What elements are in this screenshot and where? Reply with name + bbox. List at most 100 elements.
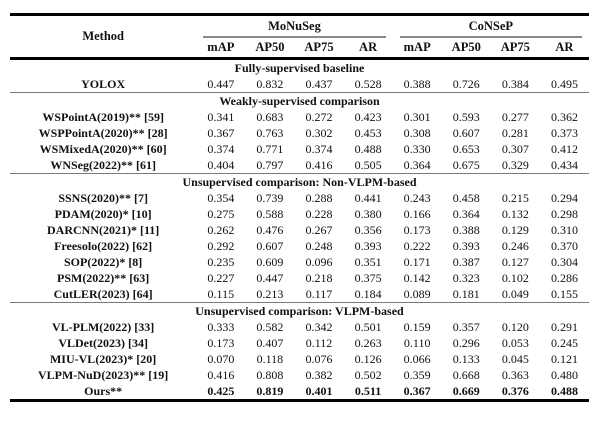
value-cell: 0.376 (501, 384, 529, 398)
value-cell: 0.412 (550, 142, 578, 156)
value-cell: 0.184 (354, 287, 382, 301)
value-cell: 0.593 (452, 110, 480, 124)
value-cell: 0.117 (305, 287, 333, 301)
value-cell: 0.235 (207, 255, 235, 269)
table-row: WSMixedA(2020)** [60] 0.374 0.771 0.374 0.48… (10, 141, 589, 157)
method-cell: SOP(2022)* [8] (63, 255, 143, 269)
value-cell: 0.181 (452, 287, 480, 301)
table-row: VLPM-NuD(2023)** [19] 0.416 0.808 0.382 0.50… (10, 367, 589, 383)
method-cell: DARCNN(2021)* [11] (46, 223, 160, 237)
value-cell: 0.089 (403, 287, 431, 301)
value-cell: 0.488 (550, 384, 578, 398)
metric-header-monuseg-map: mAP (196, 37, 246, 60)
value-cell: 0.142 (403, 271, 431, 285)
value-cell: 0.669 (452, 384, 480, 398)
value-cell: 0.262 (207, 223, 235, 237)
value-cell: 0.166 (403, 207, 431, 221)
value-cell: 0.173 (207, 336, 235, 350)
value-cell: 0.118 (256, 352, 284, 366)
value-cell: 0.374 (207, 142, 235, 156)
value-cell: 0.281 (501, 126, 529, 140)
value-cell: 0.298 (550, 207, 578, 221)
value-cell: 0.292 (207, 239, 235, 253)
value-cell: 0.304 (550, 255, 578, 269)
value-cell: 0.120 (501, 320, 529, 334)
table-row: Freesolo(2022) [62] 0.292 0.607 0.248 0.393 0… (10, 238, 589, 254)
method-cell: VLDet(2023) [34] (58, 336, 148, 350)
value-cell: 0.155 (550, 287, 578, 301)
section-header-row: Fully-supervised baseline (10, 59, 589, 77)
value-cell: 0.607 (256, 239, 284, 253)
value-cell: 0.330 (403, 142, 431, 156)
value-cell: 0.115 (207, 287, 235, 301)
value-cell: 0.307 (501, 142, 529, 156)
method-cell: WSMixedA(2020)** [60] (39, 142, 167, 156)
value-cell: 0.476 (256, 223, 284, 237)
value-cell: 0.363 (501, 368, 529, 382)
value-cell: 0.357 (452, 320, 480, 334)
value-cell: 0.342 (305, 320, 333, 334)
method-cell: VL-PLM(2022) [33] (51, 320, 155, 334)
method-cell: SSNS(2020)** [7] (58, 191, 148, 205)
table-row: SSNS(2020)** [7] 0.354 0.739 0.288 0.441 0.24… (10, 190, 589, 206)
value-cell: 0.502 (354, 368, 382, 382)
value-cell: 0.653 (452, 142, 480, 156)
table-row: DARCNN(2021)* [11] 0.262 0.476 0.267 0.356 0.… (10, 222, 589, 238)
value-cell: 0.416 (305, 158, 333, 172)
method-cell: CutLER(2023) [64] (53, 287, 153, 301)
value-cell: 0.388 (452, 223, 480, 237)
value-cell: 0.528 (354, 77, 382, 91)
value-cell: 0.302 (305, 126, 333, 140)
value-cell: 0.227 (207, 271, 235, 285)
section-header-row: Unsupervised comparison: VLPM-based (10, 302, 589, 319)
value-cell: 0.310 (550, 223, 578, 237)
value-cell: 0.341 (207, 110, 235, 124)
value-cell: 0.263 (354, 336, 382, 350)
value-cell: 0.387 (452, 255, 480, 269)
table-row: VL-PLM(2022) [33] 0.333 0.582 0.342 0.501 0.1… (10, 319, 589, 335)
value-cell: 0.609 (256, 255, 284, 269)
metric-header-consep-map: mAP (392, 37, 442, 60)
table-row: WNSeg(2022)** [61] 0.404 0.797 0.416 0.505 0.… (10, 157, 589, 174)
value-cell: 0.291 (550, 320, 578, 334)
value-cell: 0.425 (207, 384, 235, 398)
metric-header-monuseg-ar: AR (343, 37, 393, 60)
value-cell: 0.763 (256, 126, 284, 140)
value-cell: 0.388 (403, 77, 431, 91)
value-cell: 0.246 (501, 239, 529, 253)
value-cell: 0.351 (354, 255, 382, 269)
value-cell: 0.808 (256, 368, 284, 382)
value-cell: 0.171 (403, 255, 431, 269)
section-title: Unsupervised comparison: Non-VLPM-based (10, 173, 589, 190)
value-cell: 0.112 (305, 336, 333, 350)
table-row: PSM(2022)** [63] 0.227 0.447 0.218 0.375 0.14… (10, 270, 589, 286)
section-header-row: Weakly-supervised comparison (10, 92, 589, 109)
value-cell: 0.359 (403, 368, 431, 382)
value-cell: 0.215 (501, 191, 529, 205)
value-cell: 0.127 (501, 255, 529, 269)
value-cell: 0.373 (550, 126, 578, 140)
section-title: Unsupervised comparison: VLPM-based (10, 302, 589, 319)
value-cell: 0.380 (354, 207, 382, 221)
value-cell: 0.488 (354, 142, 382, 156)
table-body: Fully-supervised baseline YOLOX 0.447 0.832… (10, 59, 589, 401)
value-cell: 0.382 (305, 368, 333, 382)
value-cell: 0.248 (305, 239, 333, 253)
value-cell: 0.384 (501, 77, 529, 91)
method-cell: WSPointA(2019)** [59] (42, 110, 164, 124)
value-cell: 0.275 (207, 207, 235, 221)
value-cell: 0.267 (305, 223, 333, 237)
method-cell: WSPPointA(2020)** [28] (38, 126, 168, 140)
table-row: PDAM(2020)* [10] 0.275 0.588 0.228 0.380 0.16… (10, 206, 589, 222)
method-cell: PSM(2022)** [63] (56, 271, 150, 285)
value-cell: 0.370 (550, 239, 578, 253)
value-cell: 0.367 (207, 126, 235, 140)
value-cell: 0.218 (305, 271, 333, 285)
method-cell: PDAM(2020)* [10] (54, 207, 152, 221)
value-cell: 0.102 (501, 271, 529, 285)
method-cell: MIU-VL(2023)* [20] (49, 352, 157, 366)
metric-header-monuseg-ap75: AP75 (294, 37, 344, 60)
value-cell: 0.076 (305, 352, 333, 366)
section-title: Fully-supervised baseline (234, 61, 365, 75)
